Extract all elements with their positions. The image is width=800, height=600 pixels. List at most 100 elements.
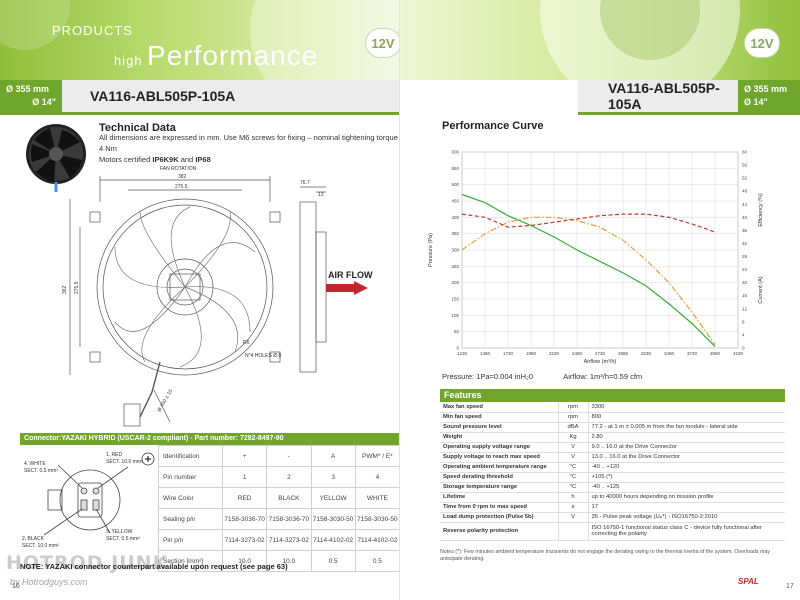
feature-row: Lifetime h up to 40000 hours depending on … — [440, 492, 785, 503]
cert-ip6k9k: IP6K9K — [152, 155, 179, 164]
model-bar-left: VA116-ABL505P-105A — [62, 80, 399, 112]
banner-left: PRODUCTS high Performance 12V — [0, 0, 399, 80]
connector-cell: RED — [221, 487, 268, 509]
feature-unit: dBA — [557, 422, 589, 433]
y2-efficiency-label: Efficiency (%) — [758, 193, 764, 227]
feature-row: Weight Kg 2.80 — [440, 432, 785, 443]
connector-row-label: Section [mm²] — [158, 550, 223, 572]
feature-unit: s — [557, 502, 589, 513]
feature-row: Max fan speed rpm 3300 — [440, 402, 785, 413]
connector-cell: 7114-4102-02 — [310, 529, 356, 551]
wire-red-sect: SECT. 10.0 mm² — [106, 459, 143, 465]
y2-tick-label: 8 — [742, 319, 745, 324]
feature-unit: V — [557, 442, 589, 453]
feature-name: Lifetime — [440, 492, 558, 503]
connector-cell: 7158-3030-50 — [354, 508, 399, 530]
dim-13: 13 — [318, 192, 324, 198]
connector-cell: BLACK — [266, 487, 312, 509]
y2-tick-label: 48 — [742, 189, 748, 194]
connector-cell: 3 — [310, 466, 356, 488]
perf-curve-title: Performance Curve — [442, 120, 544, 132]
technical-drawing: FAN ROTATION 382 275.5 76.7 13 362 275.5… — [62, 166, 327, 427]
spal-logo: SPAL — [738, 577, 759, 586]
y-axis-label: Pressure (Pa) — [428, 233, 434, 267]
connector-table: Identification + - A PWM* / E* Pin number 1 2 3 4… — [158, 445, 399, 572]
y2-tick-label: 24 — [742, 267, 748, 272]
tech-line-1: All dimensions are expressed in mm. Use … — [99, 133, 398, 153]
dim-362: 362 — [62, 285, 68, 294]
feature-name: Time from 0 rpm to max speed — [440, 502, 558, 513]
banner-performance: Performance — [147, 40, 319, 71]
y-tick-label: 100 — [451, 313, 459, 318]
x-tick-label: 1230 — [457, 351, 468, 356]
connector-cell: 0.5 — [354, 550, 399, 572]
y2-tick-label: 44 — [742, 202, 748, 207]
feature-row: Speed derating threshold °C +105 (*) — [440, 472, 785, 483]
model-underline — [0, 112, 399, 115]
watermark-subtitle: by Hotrodguys.com — [10, 577, 88, 587]
connector-row: Pin number 1 2 3 4 — [158, 466, 399, 488]
connector-row-label: Wire Color — [158, 487, 223, 509]
connector-cell: A — [310, 445, 356, 467]
feature-name: Speed derating threshold — [440, 472, 558, 483]
banner-right: 12V — [400, 0, 800, 80]
x-tick-label: 1980 — [526, 351, 537, 356]
dim-275-top: 275.5 — [175, 184, 188, 190]
wire-black-sect: SECT. 10.0 mm² — [22, 543, 59, 549]
feature-name: Supply voltage to reach max speed — [440, 452, 558, 463]
connector-cell: 7158-3030-50 — [310, 508, 356, 530]
feature-unit: Kg — [557, 432, 589, 443]
feature-value: ISO 16750-1 functional status class C - … — [588, 522, 785, 541]
cert-ip68: IP68 — [195, 155, 211, 164]
tech-line-2-prefix: Motors certified — [99, 155, 153, 164]
y-tick-label: 200 — [451, 280, 459, 285]
features-note: Notes (*): Few minutes ambient temperatu… — [440, 549, 771, 562]
y2-tick-label: 28 — [742, 254, 748, 259]
feature-name: Weight — [440, 432, 558, 443]
y-tick-label: 350 — [451, 231, 459, 236]
connector-diagram: 4. WHITE SECT. 0.5 mm² 1. RED SECT. 10.0… — [20, 445, 158, 570]
dim-holes: N°4 HOLES Ø 8 — [245, 353, 281, 359]
feature-unit: rpm — [557, 402, 589, 413]
connector-cell: YELLOW — [310, 487, 356, 509]
airflow-conversion: Airflow: 1m³/h=0.59 cfm — [563, 372, 643, 381]
wire-yellow-sect: SECT. 0.5 mm² — [106, 536, 140, 542]
y-tick-label: 150 — [451, 297, 459, 302]
x-tick-label: 2730 — [595, 351, 606, 356]
y-tick-label: 250 — [451, 264, 459, 269]
x-tick-label: 4230 — [733, 351, 744, 356]
feature-unit: h — [557, 492, 589, 503]
feature-row: Reverse polarity protection ISO 16750-1 f… — [440, 522, 785, 541]
connector-note: NOTE: YAZAKI connector counterpart avail… — [20, 562, 288, 571]
feature-row: Operating ambient temperature range °C -40… — [440, 462, 785, 473]
wire-black-label: 2. BLACK — [22, 536, 45, 542]
pressure-conversion: Pressure: 1Pa=0.004 inH₂0 — [442, 372, 534, 381]
feature-row: Storage temperature range °C -40 .. +125 — [440, 482, 785, 493]
feature-value: 13.0 .. 16.0 at the Drive Connector — [588, 452, 785, 463]
x-tick-label: 3480 — [664, 351, 675, 356]
feature-value: 17 — [588, 502, 785, 513]
dim-382: 382 — [178, 174, 187, 180]
y2-current-label: Current (A) — [758, 276, 764, 303]
size-mm-right: Ø 355 mm — [744, 84, 788, 94]
feature-value: 9.0 .. 16.0 at the Drive Connector — [588, 442, 785, 453]
x-tick-label: 1730 — [503, 351, 514, 356]
connector-cell: 7158-3036-70 — [221, 508, 268, 530]
x-tick-label: 3730 — [687, 351, 698, 356]
connector-cell: 10.0 — [221, 550, 268, 572]
connector-row-label: Pin number — [158, 466, 223, 488]
connector-cell: 7114-4102-02 — [354, 529, 399, 551]
connector-cell: 4 — [354, 466, 399, 488]
feature-name: Operating ambient temperature range — [440, 462, 558, 473]
wire-white-label: 4. WHITE — [24, 461, 46, 467]
connector-row: Pin p/n 7114-3273-02 7114-3273-02 7114-4102… — [158, 529, 399, 551]
feature-unit: rpm — [557, 412, 589, 423]
banner-products: PRODUCTS — [52, 23, 133, 38]
y-tick-label: 0 — [456, 346, 459, 351]
x-tick-label: 2980 — [618, 351, 629, 356]
banner-high: high — [114, 53, 143, 68]
feature-row: Sound pressure level dBA 77.2 - at 1 m ± 0… — [440, 422, 785, 433]
size-mm: Ø 355 mm — [6, 84, 50, 94]
model-name-right: VA116-ABL505P-105A — [608, 80, 720, 112]
feature-name: Min fan speed — [440, 412, 558, 423]
